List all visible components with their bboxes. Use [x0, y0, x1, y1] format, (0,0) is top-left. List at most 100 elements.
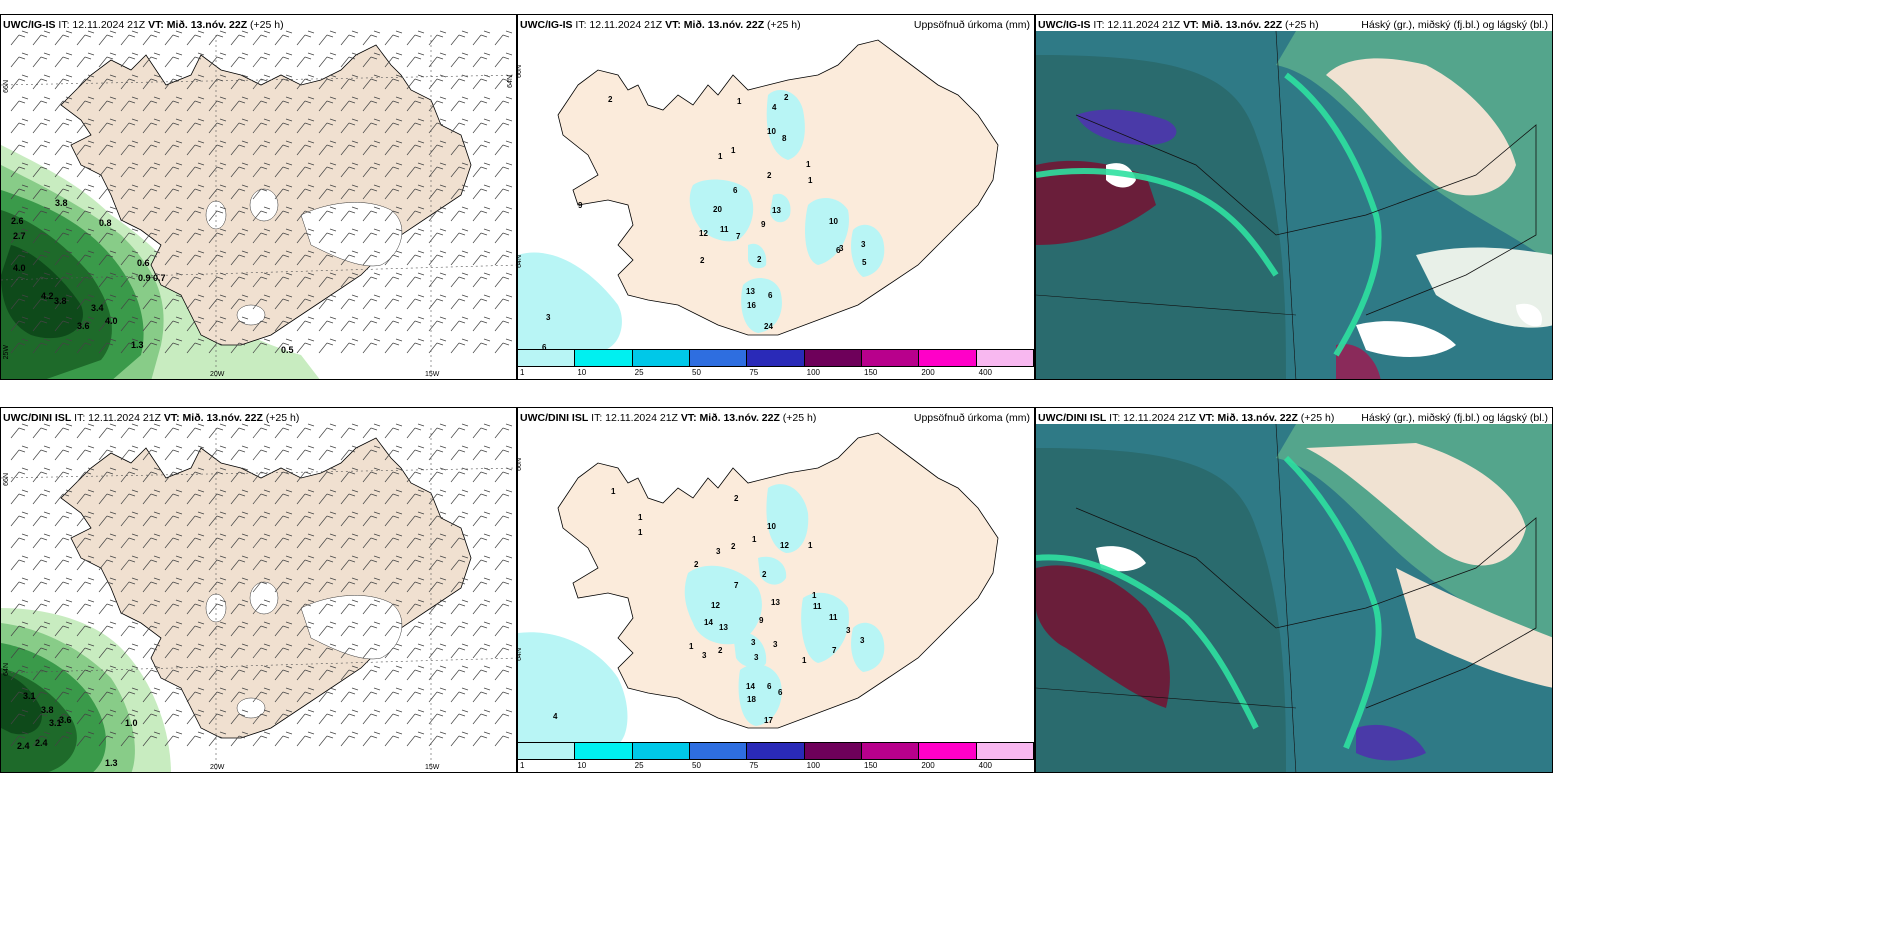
precip-value: 11 [720, 225, 729, 234]
wind-barb [362, 74, 381, 90]
wind-barb [98, 272, 117, 288]
wind-barb [32, 621, 51, 637]
wave-value: 2.7 [13, 231, 26, 241]
wind-barb [450, 599, 469, 615]
wind-barb [340, 533, 359, 549]
wind-barb [340, 162, 359, 178]
wind-barb [32, 445, 51, 461]
lat-label-66n: 66N [3, 473, 10, 486]
wind-barb [76, 140, 95, 156]
wind-barb [450, 250, 469, 266]
wind-barb [54, 489, 73, 505]
precip-value: 10 [767, 127, 776, 136]
wind-barb [164, 533, 183, 549]
wind-barb [208, 709, 227, 725]
wind-barb [10, 511, 29, 527]
colorbar-label: 150 [864, 761, 878, 770]
wave-value: 3.4 [91, 303, 104, 313]
precip-value: 3 [839, 244, 844, 253]
wind-barb [472, 665, 491, 681]
wind-barb [340, 74, 359, 90]
wind-barb [230, 621, 249, 637]
wind-barb [10, 445, 29, 461]
wind-barb [318, 338, 337, 354]
wind-barb [10, 140, 29, 156]
wind-barb [32, 30, 51, 46]
wind-barb [274, 96, 293, 112]
wind-barb [450, 423, 469, 439]
lon-label-20w: 20W [210, 371, 225, 378]
wind-barb [274, 338, 293, 354]
precip-value: 1 [718, 152, 723, 161]
precip-value: 10 [829, 217, 838, 226]
wind-barb [296, 555, 315, 571]
wind-barb [318, 467, 337, 483]
wind-barb [406, 621, 425, 637]
wind-barb [428, 140, 447, 156]
wind-barb [494, 118, 513, 134]
panel-wind-wave-r2: UWC/DINI ISL IT: 12.11.2024 21Z VT: Mið.… [0, 407, 517, 773]
wind-barb [494, 621, 513, 637]
precip-value: 7 [734, 581, 739, 590]
wind-barb [54, 316, 73, 332]
wind-barb [164, 709, 183, 725]
wind-barb [384, 96, 403, 112]
wind-barb [428, 687, 447, 703]
wind-barb [120, 52, 139, 68]
wind-barb [98, 140, 117, 156]
precip-value: 13 [746, 287, 755, 296]
wind-barb [142, 30, 161, 46]
wind-barb [252, 445, 271, 461]
wind-barb [494, 731, 513, 747]
wind-barb [428, 96, 447, 112]
precip-value: 3 [861, 240, 866, 249]
precip-colorbar: 1 10 25 50 75 100 150 200 400 [518, 349, 1034, 379]
colorbar-swatch [689, 350, 748, 366]
lon-label-15w: 15W [425, 764, 440, 771]
wind-barb [10, 228, 29, 244]
wind-barb [98, 489, 117, 505]
wind-barb [274, 162, 293, 178]
wind-barb [76, 228, 95, 244]
wind-barb [208, 489, 227, 505]
cloud-map [1036, 423, 1552, 772]
wind-barb [428, 445, 447, 461]
wind-barb [384, 228, 403, 244]
wind-barb [428, 577, 447, 593]
wind-barb [472, 467, 491, 483]
wave-value: 4.0 [105, 316, 118, 326]
wind-barb [406, 272, 425, 288]
wind-barb [230, 731, 249, 747]
wind-barb [472, 445, 491, 461]
precip-value: 1 [731, 146, 736, 155]
wind-barb [472, 294, 491, 310]
wind-barb [252, 489, 271, 505]
wind-barb [472, 52, 491, 68]
precip-value: 8 [782, 134, 787, 143]
wind-barb [406, 599, 425, 615]
precip-value: 3 [754, 653, 759, 662]
wind-barb [450, 338, 469, 354]
wind-barb [428, 272, 447, 288]
wind-barb [252, 316, 271, 332]
wind-barb [362, 250, 381, 266]
wind-barb [428, 74, 447, 90]
wind-barb [274, 118, 293, 134]
wind-barb [340, 643, 359, 659]
wind-barb [384, 533, 403, 549]
wind-barb [98, 118, 117, 134]
wind-barb [384, 184, 403, 200]
wind-barb [296, 52, 315, 68]
wind-barb [406, 118, 425, 134]
lon-label-25w: 25W [3, 345, 10, 360]
wind-barb [76, 643, 95, 659]
colorbar-label: 1 [520, 368, 525, 377]
wind-barb [54, 162, 73, 178]
wind-barb [472, 577, 491, 593]
wind-barb [186, 467, 205, 483]
wind-barb [318, 272, 337, 288]
wind-barb [318, 687, 337, 703]
colorbar-label: 200 [921, 368, 935, 377]
wind-barb [494, 96, 513, 112]
wind-barb [494, 709, 513, 725]
